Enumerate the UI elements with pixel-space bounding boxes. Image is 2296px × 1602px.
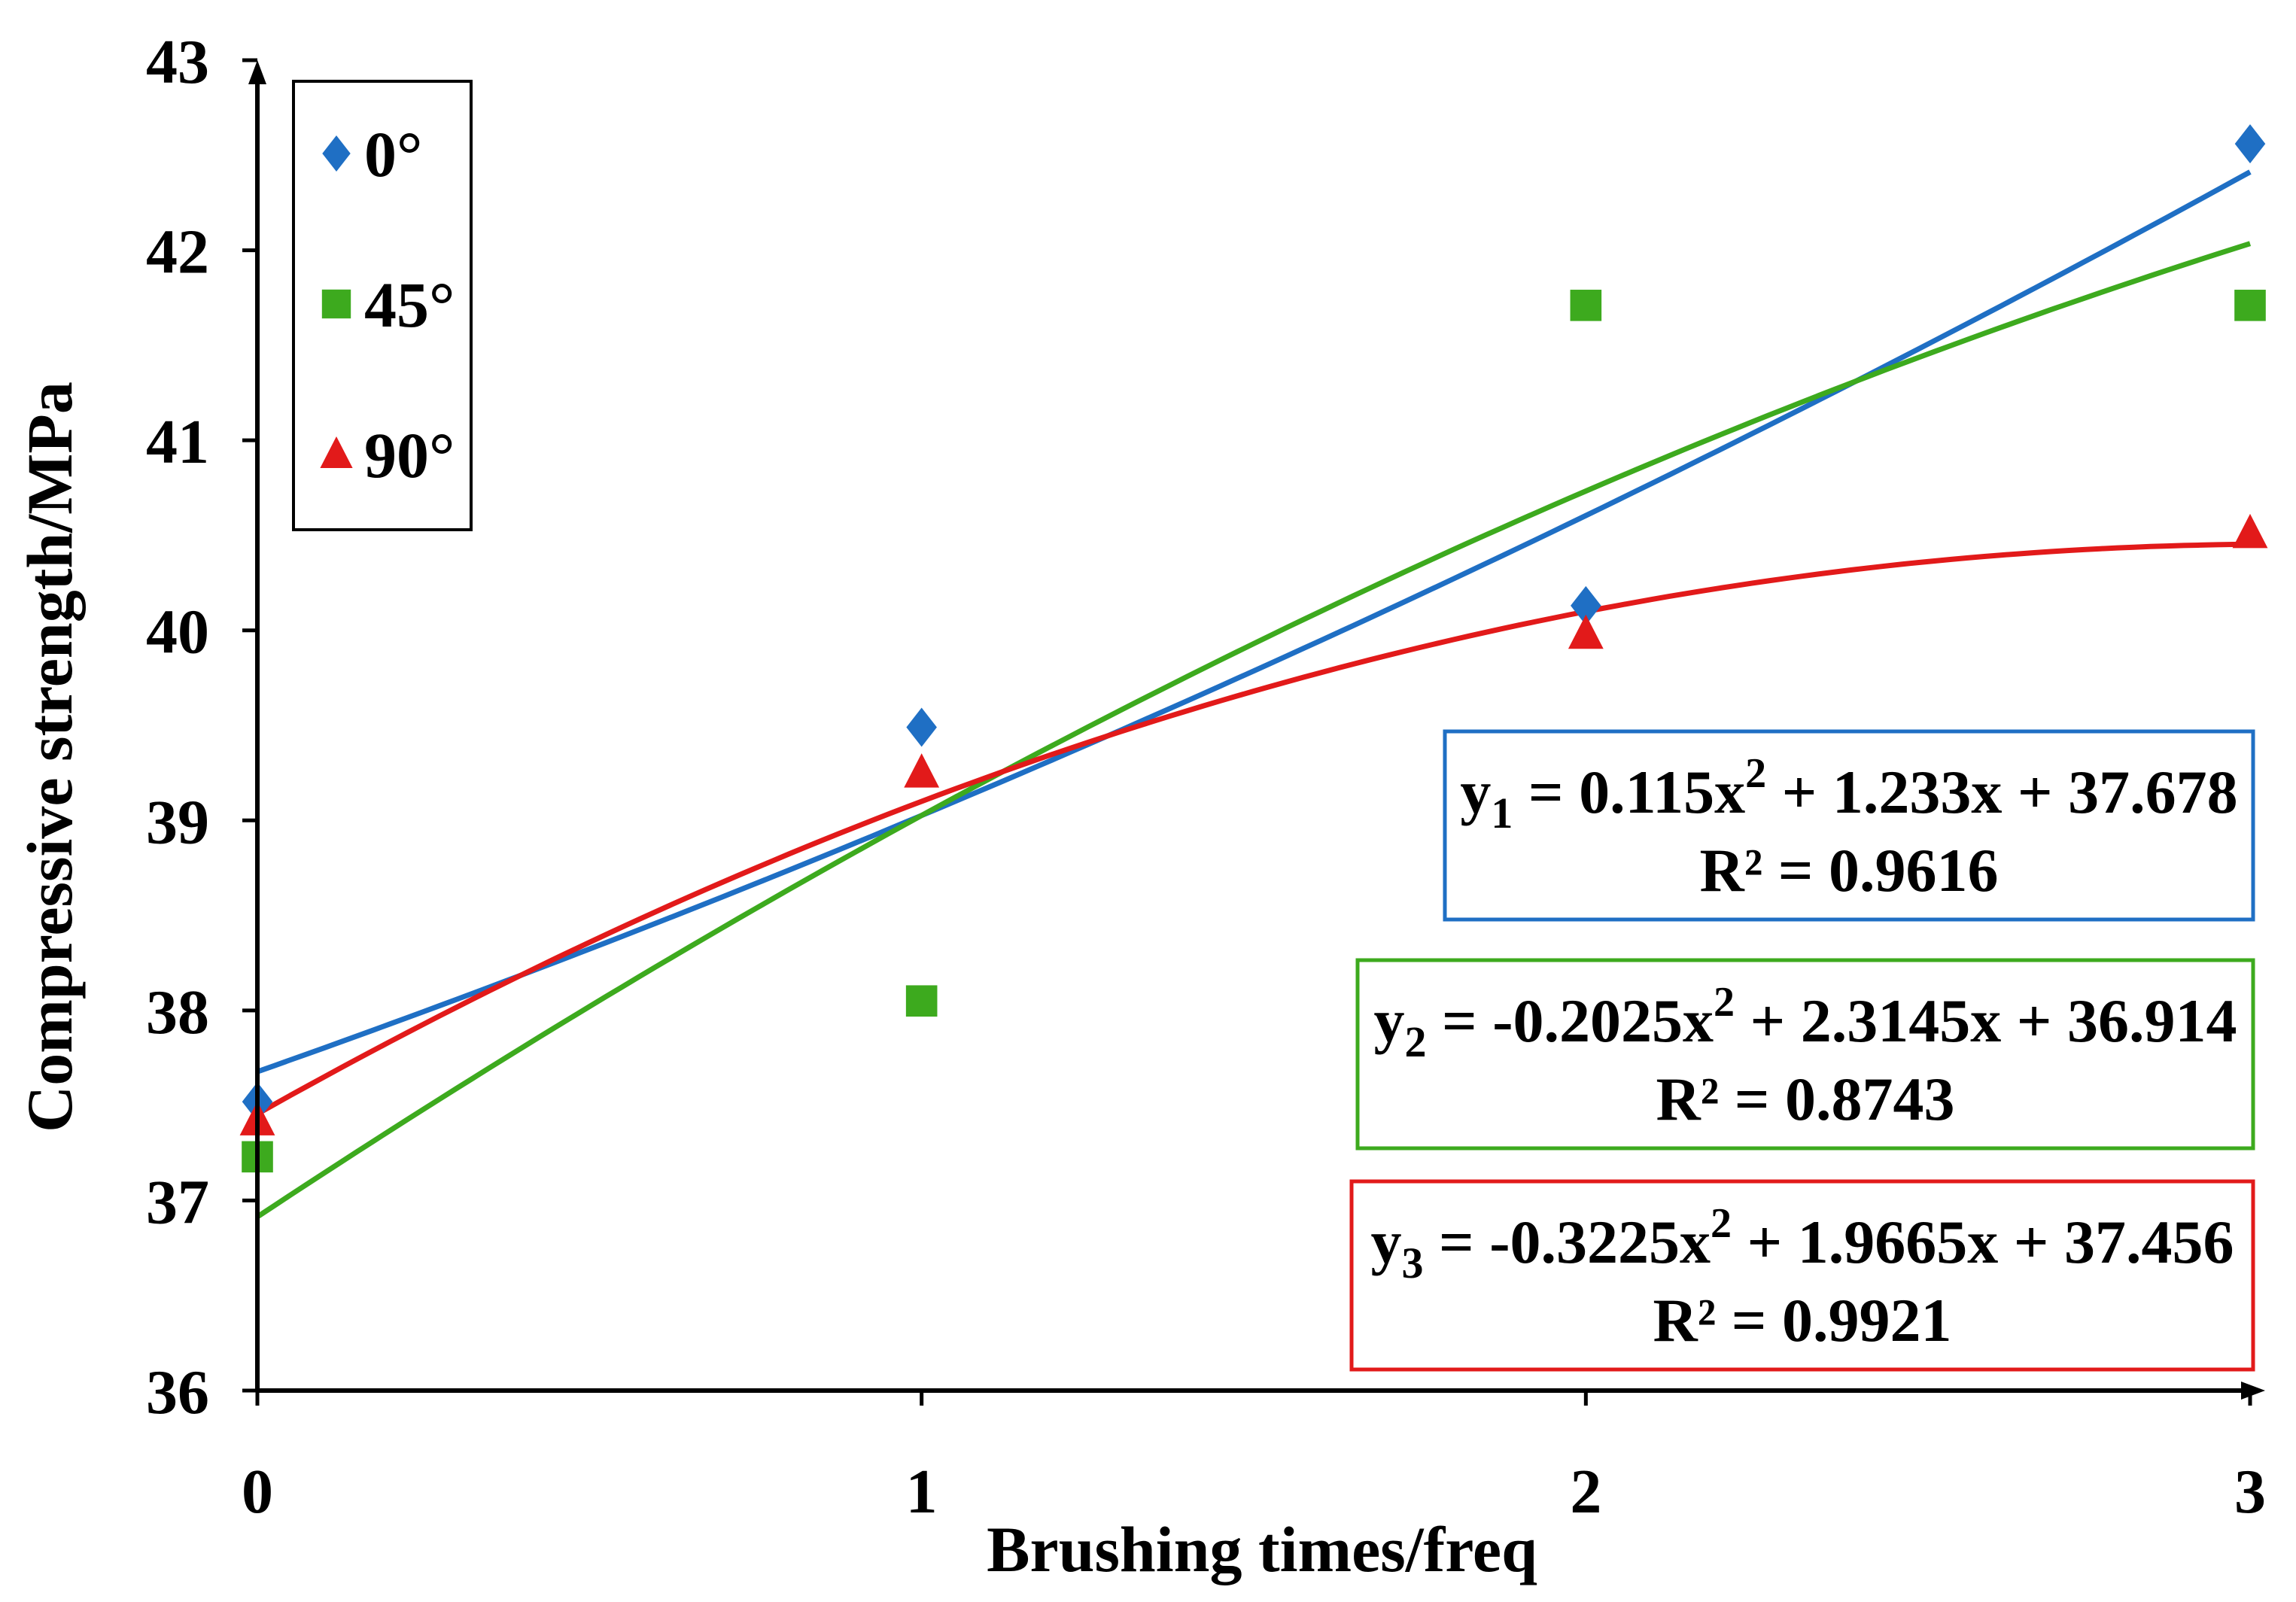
eq-y: y <box>1374 986 1405 1055</box>
data-point-series-1 <box>906 707 937 747</box>
eq-tail: + 2.3145x + 36.914 <box>1735 986 2237 1055</box>
x-tick-label: 2 <box>1570 1457 1601 1527</box>
eq-y: y <box>1371 1208 1402 1276</box>
x-tick-label: 3 <box>2234 1457 2266 1527</box>
y-axis-arrow <box>248 60 266 84</box>
fit-curve-1 <box>256 169 2252 1075</box>
eq-tail: + 1.233x + 37.678 <box>1766 758 2237 826</box>
legend-marker-3 <box>320 436 353 468</box>
y-tick-label: 42 <box>146 217 209 287</box>
eq-y: y <box>1460 758 1491 826</box>
y-tick-label: 39 <box>146 787 209 857</box>
y-tick-label: 43 <box>146 27 209 97</box>
equation-box-border-2 <box>1355 958 2255 1151</box>
r-squared-text-2: R² = 0.8743 <box>1656 1065 1954 1133</box>
y-tick-label: 41 <box>146 407 209 477</box>
eq-subscript: 3 <box>1402 1239 1424 1287</box>
equation-text-1: y1 = 0.115x2 + 1.233x + 37.678 <box>1460 750 2237 837</box>
y-tick-label: 36 <box>146 1357 209 1427</box>
eq-mid: = 0.115x <box>1513 758 1745 826</box>
data-point-series-1 <box>2234 124 2266 164</box>
equation-text-2: y2 = -0.2025x2 + 2.3145x + 36.914 <box>1374 979 2237 1066</box>
legend: 0° 45° 90° <box>292 80 473 531</box>
eq-mid: = -0.3225x <box>1424 1208 1711 1276</box>
legend-marker-2 <box>321 289 351 319</box>
data-point-series-2 <box>905 985 938 1017</box>
data-point-series-2 <box>1570 290 1602 321</box>
fit-curve-2 <box>256 241 2252 1220</box>
data-point-series-2 <box>2234 290 2266 321</box>
x-tick-label: 0 <box>242 1457 273 1527</box>
eq-superscript: 2 <box>1711 1200 1732 1247</box>
legend-label-2: 45° <box>364 269 455 341</box>
data-point-series-3 <box>904 753 940 788</box>
r-squared-text-3: R² = 0.9921 <box>1653 1286 1951 1354</box>
eq-tail: + 1.9665x + 37.456 <box>1732 1208 2234 1276</box>
data-point-series-3 <box>1568 614 1604 649</box>
legend-label-1: 0° <box>364 118 422 190</box>
eq-subscript: 1 <box>1491 789 1513 837</box>
eq-subscript: 2 <box>1405 1017 1427 1066</box>
x-tick-label: 1 <box>906 1457 938 1527</box>
eq-superscript: 2 <box>1714 979 1735 1026</box>
y-tick-label: 37 <box>146 1167 209 1237</box>
tick-labels: 0 1 2 3 36 37 38 39 40 41 42 43 <box>146 27 2266 1527</box>
fit-curve-3 <box>256 541 2251 1117</box>
eq-superscript: 2 <box>1745 750 1766 797</box>
eq-mid: = -0.2025x <box>1427 986 1714 1055</box>
legend-label-3: 90° <box>364 419 455 491</box>
x-axis-arrow <box>2241 1382 2265 1400</box>
y-axis-title: Compressive strength/MPa <box>14 382 86 1132</box>
plot-area <box>239 124 2268 1220</box>
y-tick-label: 40 <box>146 597 209 667</box>
y-tick-label: 38 <box>146 977 209 1047</box>
r-squared-text-1: R² = 0.9616 <box>1699 836 1998 904</box>
data-point-series-1 <box>1571 585 1601 625</box>
equation-text-3: y3 = -0.3225x2 + 1.9665x + 37.456 <box>1371 1200 2234 1287</box>
axes: Compressive strength/MPa Brushing times/… <box>14 60 2265 1585</box>
equation-box-border-1 <box>1443 729 2255 922</box>
x-axis-title: Brushing times/freq <box>987 1513 1537 1585</box>
legend-marker-1 <box>322 135 351 172</box>
data-point-series-3 <box>2232 513 2268 549</box>
equation-box-border-3 <box>1349 1179 2255 1372</box>
